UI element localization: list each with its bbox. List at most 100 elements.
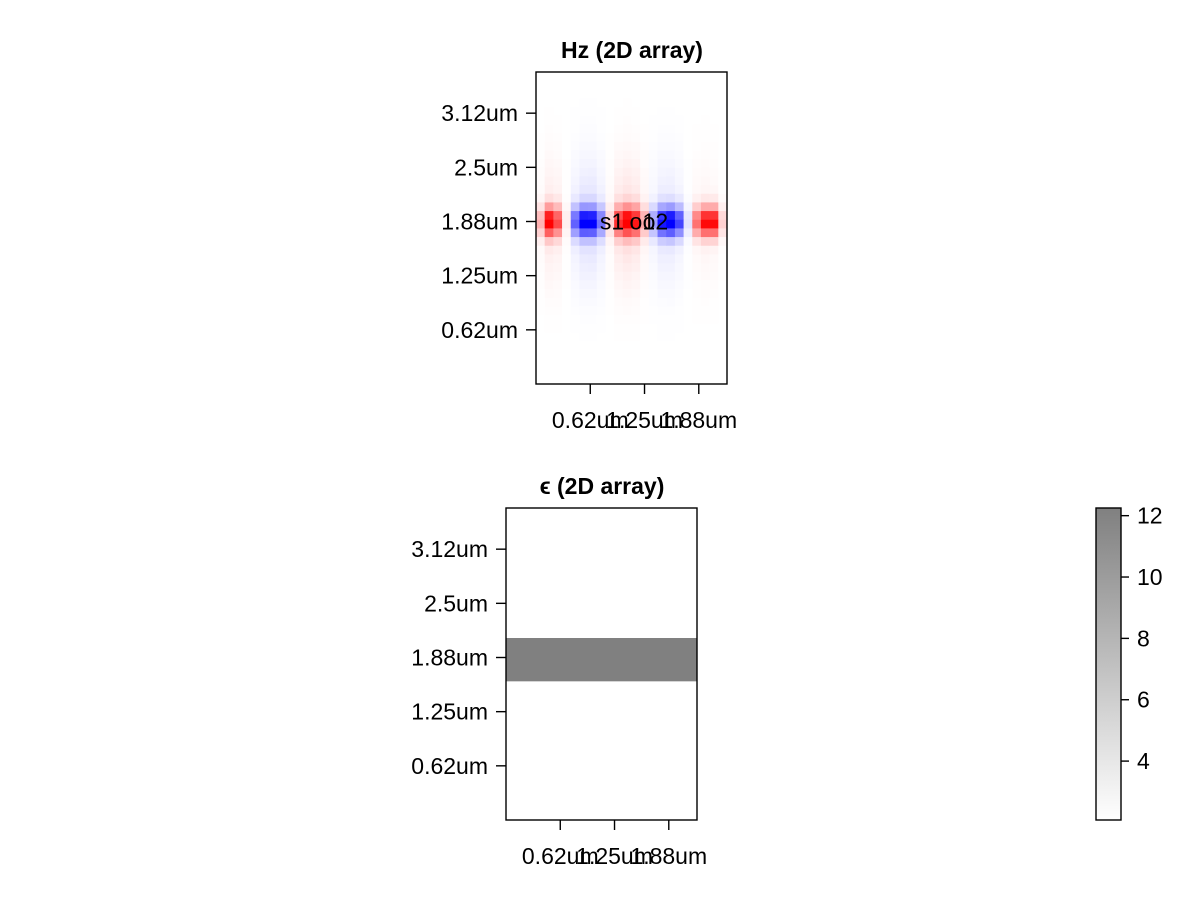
hz-cell bbox=[562, 254, 572, 264]
hz-y-tick-label: 1.88um bbox=[441, 209, 518, 235]
colorbar-tick-label: 12 bbox=[1137, 503, 1163, 529]
epsilon-y-axis: 0.62um 1.25um 1.88um 2.5um 3.12um bbox=[411, 536, 506, 779]
hz-cell bbox=[718, 158, 728, 168]
hz-cell bbox=[674, 158, 684, 168]
hz-cell bbox=[709, 132, 719, 142]
hz-cell bbox=[544, 219, 554, 229]
hz-cell bbox=[709, 210, 719, 220]
hz-cell bbox=[718, 176, 728, 186]
hz-cell bbox=[648, 141, 658, 151]
hz-cell bbox=[579, 124, 589, 134]
hz-cell bbox=[596, 80, 606, 90]
hz-cell bbox=[605, 280, 615, 290]
hz-cell bbox=[562, 124, 572, 134]
hz-cell bbox=[640, 115, 650, 125]
hz-cell bbox=[648, 297, 658, 307]
epsilon-y-tick-label: 3.12um bbox=[411, 536, 488, 562]
hz-cell bbox=[588, 349, 598, 359]
hz-cell bbox=[622, 349, 632, 359]
hz-cell bbox=[536, 340, 546, 350]
hz-cell bbox=[718, 193, 728, 203]
hz-cell bbox=[718, 115, 728, 125]
hz-cell bbox=[536, 89, 546, 99]
hz-cell bbox=[596, 193, 606, 203]
hz-cell bbox=[700, 124, 711, 134]
hz-cell bbox=[579, 254, 589, 264]
hz-cell bbox=[683, 167, 693, 177]
hz-cell bbox=[596, 89, 606, 99]
hz-cell bbox=[718, 314, 728, 324]
hz-cell bbox=[544, 332, 554, 342]
hz-cell bbox=[640, 323, 650, 333]
hz-cell bbox=[562, 158, 572, 168]
hz-cell bbox=[718, 141, 728, 151]
hz-cell bbox=[640, 245, 650, 255]
hz-cell bbox=[709, 115, 719, 125]
hz-cell bbox=[700, 280, 711, 290]
hz-cell bbox=[700, 297, 711, 307]
hz-cell bbox=[640, 314, 650, 324]
hz-cell bbox=[692, 210, 702, 220]
hz-cell bbox=[588, 297, 598, 307]
hz-cell bbox=[683, 89, 693, 99]
hz-cell bbox=[553, 262, 563, 272]
hz-cell bbox=[666, 80, 676, 90]
hz-cell bbox=[536, 158, 546, 168]
hz-cell bbox=[596, 228, 606, 238]
hz-cell bbox=[709, 184, 719, 194]
hz-cell bbox=[596, 254, 606, 264]
hz-cell bbox=[709, 141, 719, 151]
hz-cell bbox=[692, 106, 702, 116]
hz-cell bbox=[631, 288, 641, 298]
hz-cell bbox=[666, 210, 676, 220]
hz-cell bbox=[544, 150, 554, 160]
hz-cell bbox=[614, 375, 624, 385]
hz-cell bbox=[718, 80, 728, 90]
hz-cell bbox=[562, 366, 572, 376]
hz-cell bbox=[709, 228, 719, 238]
hz-cell bbox=[614, 158, 624, 168]
hz-cell bbox=[666, 219, 676, 229]
hz-cell bbox=[709, 89, 719, 99]
epsilon-x-tick-label: 1.88um bbox=[630, 843, 707, 869]
hz-cell bbox=[614, 340, 624, 350]
hz-cell bbox=[709, 193, 719, 203]
hz-cell bbox=[579, 184, 589, 194]
hz-cell bbox=[570, 306, 580, 316]
hz-cell bbox=[579, 323, 589, 333]
hz-cell bbox=[657, 193, 667, 203]
hz-cell bbox=[631, 366, 641, 376]
hz-cell bbox=[674, 358, 684, 368]
hz-cell bbox=[622, 98, 632, 108]
hz-cell bbox=[553, 245, 563, 255]
hz-cell bbox=[700, 106, 711, 116]
hz-cell bbox=[674, 280, 684, 290]
hz-cell bbox=[700, 262, 711, 272]
hz-cell bbox=[570, 271, 580, 281]
hz-cell bbox=[666, 271, 676, 281]
hz-cell bbox=[605, 340, 615, 350]
hz-cell bbox=[579, 106, 589, 116]
hz-cell bbox=[683, 132, 693, 142]
hz-cell bbox=[657, 115, 667, 125]
hz-cell bbox=[614, 254, 624, 264]
hz-cell bbox=[640, 254, 650, 264]
hz-cell bbox=[718, 349, 728, 359]
hz-cell bbox=[562, 280, 572, 290]
hz-cell bbox=[579, 89, 589, 99]
hz-cell bbox=[588, 323, 598, 333]
hz-cell bbox=[570, 106, 580, 116]
hz-cell bbox=[657, 132, 667, 142]
hz-cell bbox=[588, 124, 598, 134]
hz-cell bbox=[570, 297, 580, 307]
hz-cell bbox=[700, 271, 711, 281]
epsilon-plot-frame bbox=[505, 507, 698, 821]
hz-cell bbox=[709, 202, 719, 212]
hz-cell bbox=[640, 366, 650, 376]
epsilon-y-tick-label: 0.62um bbox=[411, 753, 488, 779]
hz-cell bbox=[536, 297, 546, 307]
hz-cell bbox=[709, 150, 719, 160]
hz-cell bbox=[631, 106, 641, 116]
